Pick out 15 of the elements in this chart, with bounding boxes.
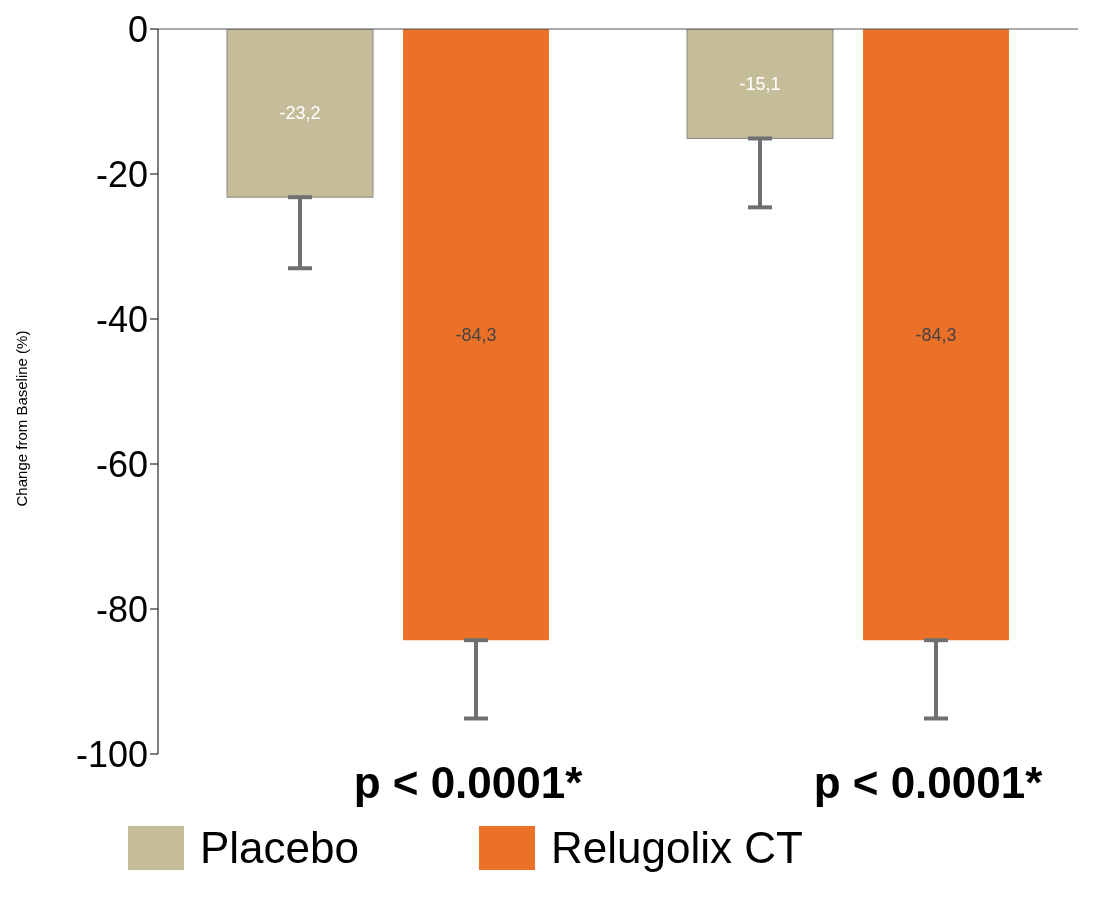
y-tick-label: -40 xyxy=(95,298,148,340)
data-label: -84,3 xyxy=(915,324,957,345)
legend-label: Relugolix CT xyxy=(551,822,803,874)
y-tick-label: 0 xyxy=(127,8,148,50)
text: p < 0.0001* xyxy=(812,758,1044,808)
text: p < 0.0001* xyxy=(352,758,584,808)
y-axis-title: Change from Baseline (%) xyxy=(13,330,31,506)
data-label: -15,1 xyxy=(739,74,781,95)
y-tick-label: -80 xyxy=(95,588,148,630)
data-label: -84,3 xyxy=(455,324,497,345)
data-label: -23,2 xyxy=(279,103,321,124)
y-tick-label: -20 xyxy=(95,153,148,195)
y-tick-label: -60 xyxy=(95,443,148,485)
legend-label: Placebo xyxy=(200,822,360,874)
y-tick-label: -100 xyxy=(75,733,148,775)
